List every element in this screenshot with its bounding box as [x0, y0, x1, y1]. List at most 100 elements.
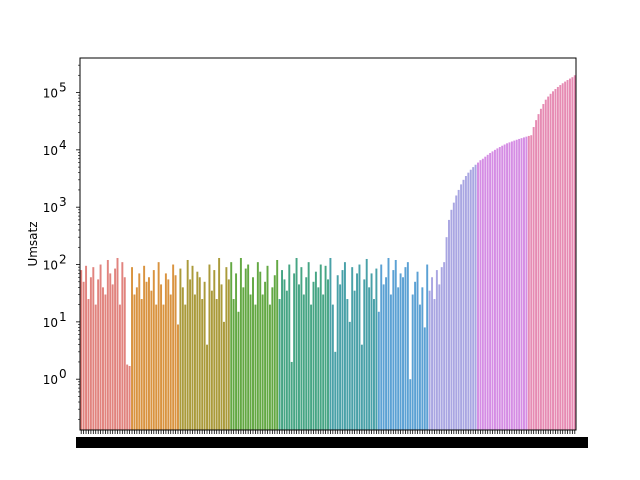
bar: [561, 83, 564, 431]
bar: [389, 294, 392, 430]
bar: [138, 273, 141, 430]
bar: [94, 304, 97, 430]
bar: [198, 277, 201, 430]
bar: [256, 262, 259, 430]
bar: [167, 279, 170, 430]
bar: [135, 287, 138, 430]
bar: [201, 299, 204, 430]
bar: [196, 271, 199, 430]
y-tick-label: 10: [43, 373, 58, 387]
bar: [172, 264, 175, 430]
bar: [455, 195, 458, 430]
bar: [397, 287, 400, 430]
bar: [513, 140, 516, 430]
bar: [307, 262, 310, 430]
bar: [314, 271, 317, 430]
bar: [261, 294, 264, 430]
bar: [363, 279, 366, 430]
bar: [503, 144, 506, 430]
bar: [387, 257, 390, 430]
bar: [121, 262, 124, 430]
bar: [406, 262, 409, 430]
bar: [411, 294, 414, 430]
bar: [484, 156, 487, 430]
bar: [464, 176, 467, 430]
bar: [227, 279, 230, 430]
bar: [428, 290, 431, 430]
bar: [370, 273, 373, 430]
y-tick-label: 10: [43, 144, 58, 158]
bar: [89, 277, 92, 430]
bar: [276, 259, 279, 430]
bar: [191, 265, 194, 430]
bar: [215, 299, 218, 430]
bars-group: [80, 75, 576, 431]
bar: [239, 257, 242, 430]
bar: [305, 277, 308, 430]
bar: [293, 273, 296, 430]
bar: [549, 93, 552, 431]
bar: [222, 321, 225, 430]
bar: [467, 172, 470, 431]
bar: [491, 151, 494, 430]
bar: [85, 265, 88, 430]
y-tick-label: 10: [43, 201, 58, 215]
bar: [174, 275, 177, 430]
bar: [525, 136, 528, 430]
bar: [431, 277, 434, 430]
bar: [394, 259, 397, 430]
bar: [143, 265, 146, 430]
bar: [109, 273, 112, 430]
bar: [133, 294, 136, 430]
bar: [542, 104, 545, 431]
bar: [237, 311, 240, 430]
bar: [213, 270, 216, 430]
bar: [339, 284, 342, 430]
bar: [106, 259, 109, 430]
bar: [479, 160, 482, 430]
bar: [327, 279, 329, 430]
bar: [184, 304, 187, 430]
bar: [409, 379, 412, 430]
bar: [421, 287, 424, 430]
bar: [523, 137, 525, 430]
bar: [469, 169, 472, 431]
bar: [87, 299, 90, 430]
bar: [537, 114, 540, 431]
bar: [343, 262, 346, 430]
bar: [489, 153, 492, 431]
y-tick-exponent: 0: [59, 367, 67, 381]
y-axis-label: Umsatz: [26, 221, 40, 266]
bar: [242, 287, 245, 430]
bar: [114, 268, 117, 430]
bar: [150, 290, 153, 430]
bar: [334, 351, 337, 430]
bar: [281, 270, 283, 430]
bar: [556, 86, 559, 431]
bar: [460, 184, 463, 430]
bar: [510, 141, 513, 431]
bar: [573, 75, 576, 430]
bar: [235, 273, 238, 430]
bar: [208, 264, 211, 430]
bar: [472, 167, 475, 431]
bar: [225, 267, 228, 430]
bar: [493, 149, 496, 431]
bar: [402, 277, 404, 430]
bar: [177, 324, 179, 430]
bar: [404, 267, 407, 430]
bar: [230, 262, 233, 430]
bar: [193, 294, 196, 430]
bar: [486, 154, 489, 431]
bar: [457, 189, 460, 430]
bar: [220, 284, 223, 430]
bar: [283, 279, 286, 430]
bar: [474, 164, 477, 431]
bar: [358, 264, 361, 430]
bar: [535, 120, 538, 430]
bar: [392, 270, 395, 430]
bar: [322, 294, 325, 430]
bar: [273, 275, 276, 430]
bar: [515, 139, 518, 430]
